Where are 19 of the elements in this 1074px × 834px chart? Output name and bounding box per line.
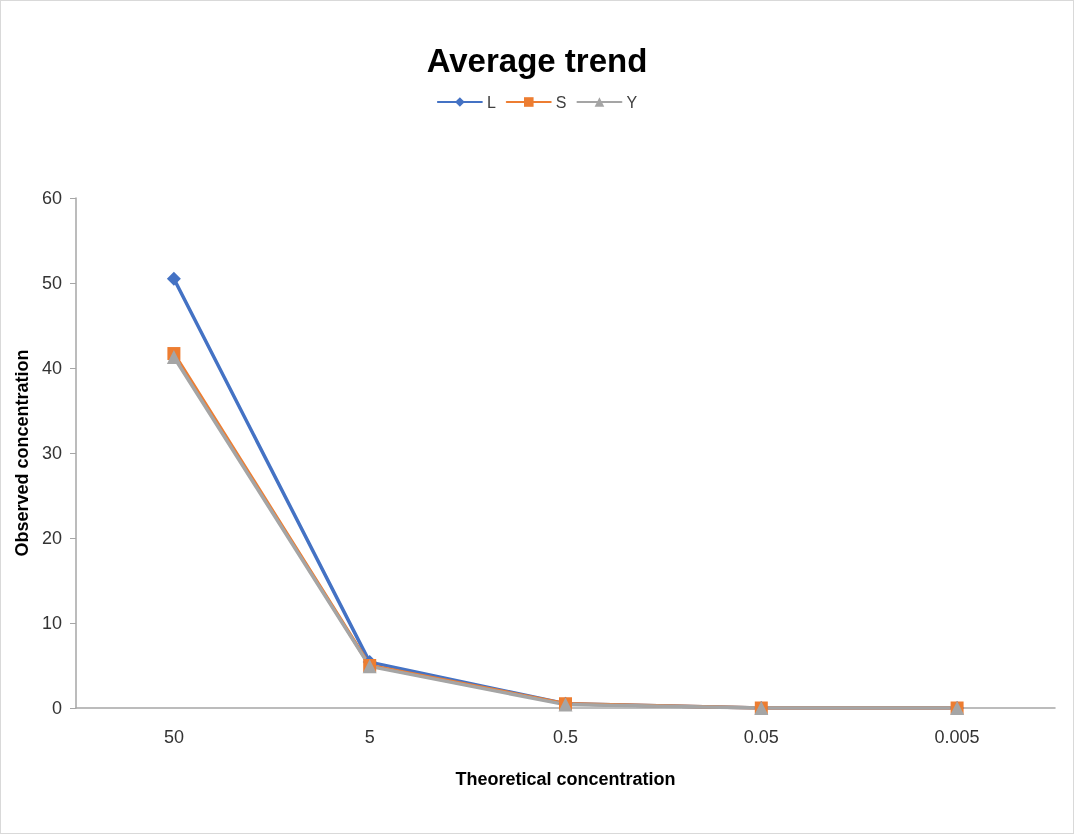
- y-tick-label: 10: [41, 613, 62, 633]
- point: [166, 271, 181, 286]
- x-tick-label: 0.05: [743, 727, 779, 747]
- y-tick-label: 60: [41, 188, 62, 208]
- y-tick-label: 30: [41, 443, 62, 463]
- x-tick-label: 50: [163, 727, 184, 747]
- x-axis-title: Theoretical concentration: [455, 769, 676, 789]
- legend-label: S: [555, 93, 567, 111]
- x-tick-label: 0.005: [934, 727, 980, 747]
- x-tick-label: 0.5: [552, 727, 579, 747]
- x-tick-label: 5: [364, 727, 375, 747]
- y-axis-title: Observed concentration: [12, 349, 33, 557]
- legend-label: Y: [626, 93, 638, 111]
- chart-title: Average trend: [426, 42, 648, 79]
- y-tick-label: 40: [41, 358, 62, 378]
- legend-label: L: [486, 93, 496, 111]
- y-tick-label: 50: [41, 273, 62, 293]
- y-tick-label: 20: [41, 528, 62, 548]
- y-tick-label: 0: [51, 698, 62, 718]
